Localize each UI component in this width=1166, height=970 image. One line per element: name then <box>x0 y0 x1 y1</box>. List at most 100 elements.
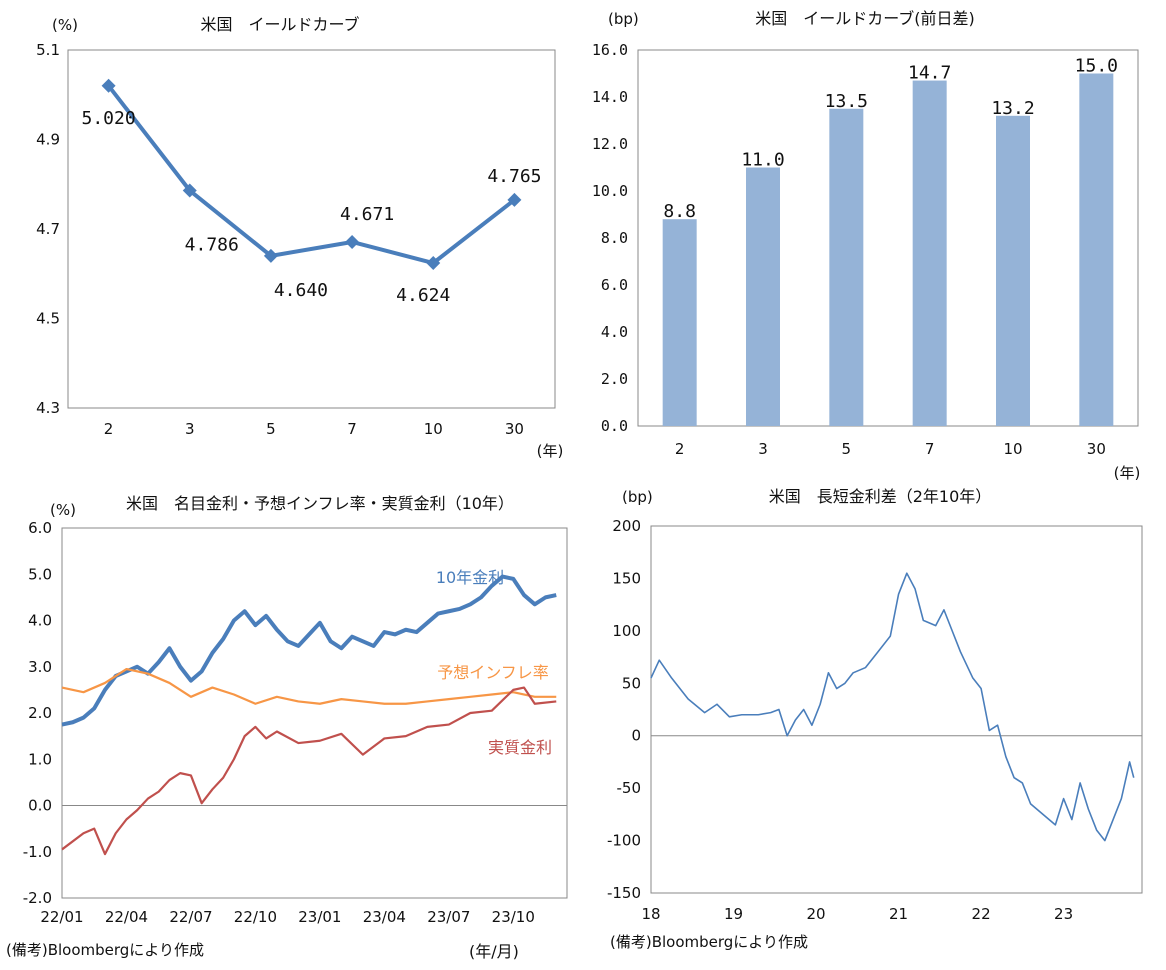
y-tick-label: -150 <box>607 884 641 902</box>
y-tick-label: 4.0 <box>601 323 628 341</box>
x-tick-label: 3 <box>185 420 195 438</box>
bar <box>912 80 947 427</box>
data-label: 4.640 <box>274 280 328 301</box>
chart-rates-inflation: 米国 名目金利・予想インフレ率・実質金利（10年） (%) (年/月) (備考)… <box>6 494 568 961</box>
data-point <box>263 248 278 263</box>
plot-area <box>67 49 556 409</box>
data-point <box>101 78 116 93</box>
bar <box>829 108 864 426</box>
plot-area <box>637 49 1139 427</box>
y-tick-label: -100 <box>607 832 641 850</box>
data-label: 4.786 <box>185 235 239 256</box>
y-tick-label: 14.0 <box>592 88 628 106</box>
y-tick-label: 0.0 <box>28 797 52 815</box>
data-point <box>426 256 441 271</box>
x-tick-label: 10 <box>1003 440 1022 458</box>
data-point <box>345 234 360 249</box>
data-label: 4.624 <box>396 285 450 306</box>
y-tick-label: 1.0 <box>28 750 52 768</box>
series-line <box>650 572 1135 842</box>
x-tick-label: 2 <box>675 440 685 458</box>
y-tick-label: -2.0 <box>23 889 52 907</box>
y-unit: (%) <box>50 501 76 519</box>
x-tick-label: 22 <box>972 905 991 923</box>
data-label: 15.0 <box>1075 56 1118 77</box>
y-tick-label: 4.0 <box>28 612 52 630</box>
data-point <box>507 192 522 207</box>
x-unit: (年) <box>1114 464 1141 482</box>
chart-yield-curve-change: 米国 イールドカーブ(前日差) (bp) (年) 16.0 14.0 12.0 10.… <box>592 9 1140 482</box>
y-tick-label: 2.0 <box>28 704 52 722</box>
data-label: 5.020 <box>81 108 135 129</box>
x-tick-label: 22/07 <box>169 908 212 926</box>
y-tick-label: 4.7 <box>36 220 60 238</box>
y-tick-label: 6.0 <box>28 519 52 537</box>
data-label: 8.8 <box>663 201 696 222</box>
x-tick-label: 7 <box>347 420 357 438</box>
chart-title: 米国 長短金利差（2年10年） <box>769 487 992 506</box>
y-tick-label: 100 <box>612 622 641 640</box>
bar <box>662 219 697 426</box>
series-label: 予想インフレ率 <box>437 663 549 682</box>
x-tick-label: 22/04 <box>105 908 148 926</box>
x-tick-label: 23/07 <box>427 908 470 926</box>
series-line <box>107 84 516 266</box>
data-label: 4.671 <box>340 204 394 225</box>
y-tick-label: 200 <box>612 517 641 535</box>
data-label: 4.765 <box>487 166 541 187</box>
chart-term-spread: 米国 長短金利差（2年10年） (bp) (備考)Bloombergにより作成 … <box>607 487 1143 951</box>
x-tick-label: 21 <box>889 905 908 923</box>
x-tick-label: 22/01 <box>40 908 83 926</box>
plot-area <box>61 527 568 899</box>
x-tick-label: 22/10 <box>234 908 277 926</box>
y-tick-label: 150 <box>612 569 641 587</box>
x-tick-label: 2 <box>104 420 114 438</box>
y-tick-label: 5.0 <box>28 565 52 583</box>
x-unit: (年) <box>537 442 564 460</box>
source-note: (備考)Bloombergにより作成 <box>610 933 808 951</box>
y-unit: (%) <box>52 16 78 34</box>
y-tick-label: 10.0 <box>592 182 628 200</box>
chart-title: 米国 イールドカーブ <box>200 15 359 34</box>
source-note: (備考)Bloombergにより作成 <box>6 941 204 959</box>
x-tick-label: 30 <box>1087 440 1106 458</box>
y-tick-label: 4.5 <box>36 310 60 328</box>
x-tick-label: 19 <box>724 905 743 923</box>
data-point <box>182 183 197 198</box>
y-tick-label: 8.0 <box>601 229 628 247</box>
y-tick-label: -1.0 <box>23 843 52 861</box>
x-tick-label: 7 <box>925 440 935 458</box>
x-tick-label: 23/01 <box>298 908 341 926</box>
data-label: 14.7 <box>908 63 951 84</box>
chart-yield-curve: 米国 イールドカーブ (%) (年) 5.1 4.9 4.7 4.5 4.3 2 3 5 7 10… <box>36 15 563 460</box>
series-label: 10年金利 <box>436 568 504 587</box>
y-tick-label: 4.3 <box>36 399 60 417</box>
y-tick-label: 2.0 <box>601 370 628 388</box>
y-tick-label: -50 <box>617 779 642 797</box>
y-tick-label: 3.0 <box>28 658 52 676</box>
data-label: 13.2 <box>991 98 1034 119</box>
x-tick-label: 23 <box>1054 905 1073 923</box>
y-tick-label: 5.1 <box>36 41 60 59</box>
y-unit: (bp) <box>622 488 653 506</box>
x-tick-label: 10 <box>424 420 443 438</box>
chart-title: 米国 イールドカーブ(前日差) <box>755 9 975 28</box>
series-line <box>61 574 557 727</box>
y-tick-label: 4.9 <box>36 131 60 149</box>
x-tick-label: 5 <box>266 420 276 438</box>
y-tick-label: 0 <box>631 727 641 745</box>
y-tick-label: 12.0 <box>592 135 628 153</box>
series-line <box>61 686 557 856</box>
plot-area <box>650 525 1143 894</box>
data-label: 13.5 <box>825 91 868 112</box>
y-tick-label: 16.0 <box>592 41 628 59</box>
x-tick-label: 23/04 <box>363 908 406 926</box>
x-tick-label: 5 <box>842 440 852 458</box>
y-tick-label: 0.0 <box>601 417 628 435</box>
series-line <box>61 667 557 705</box>
x-tick-label: 20 <box>806 905 825 923</box>
bar <box>746 167 780 426</box>
series-label: 実質金利 <box>488 738 552 757</box>
chart-title: 米国 名目金利・予想インフレ率・実質金利（10年） <box>126 494 514 513</box>
